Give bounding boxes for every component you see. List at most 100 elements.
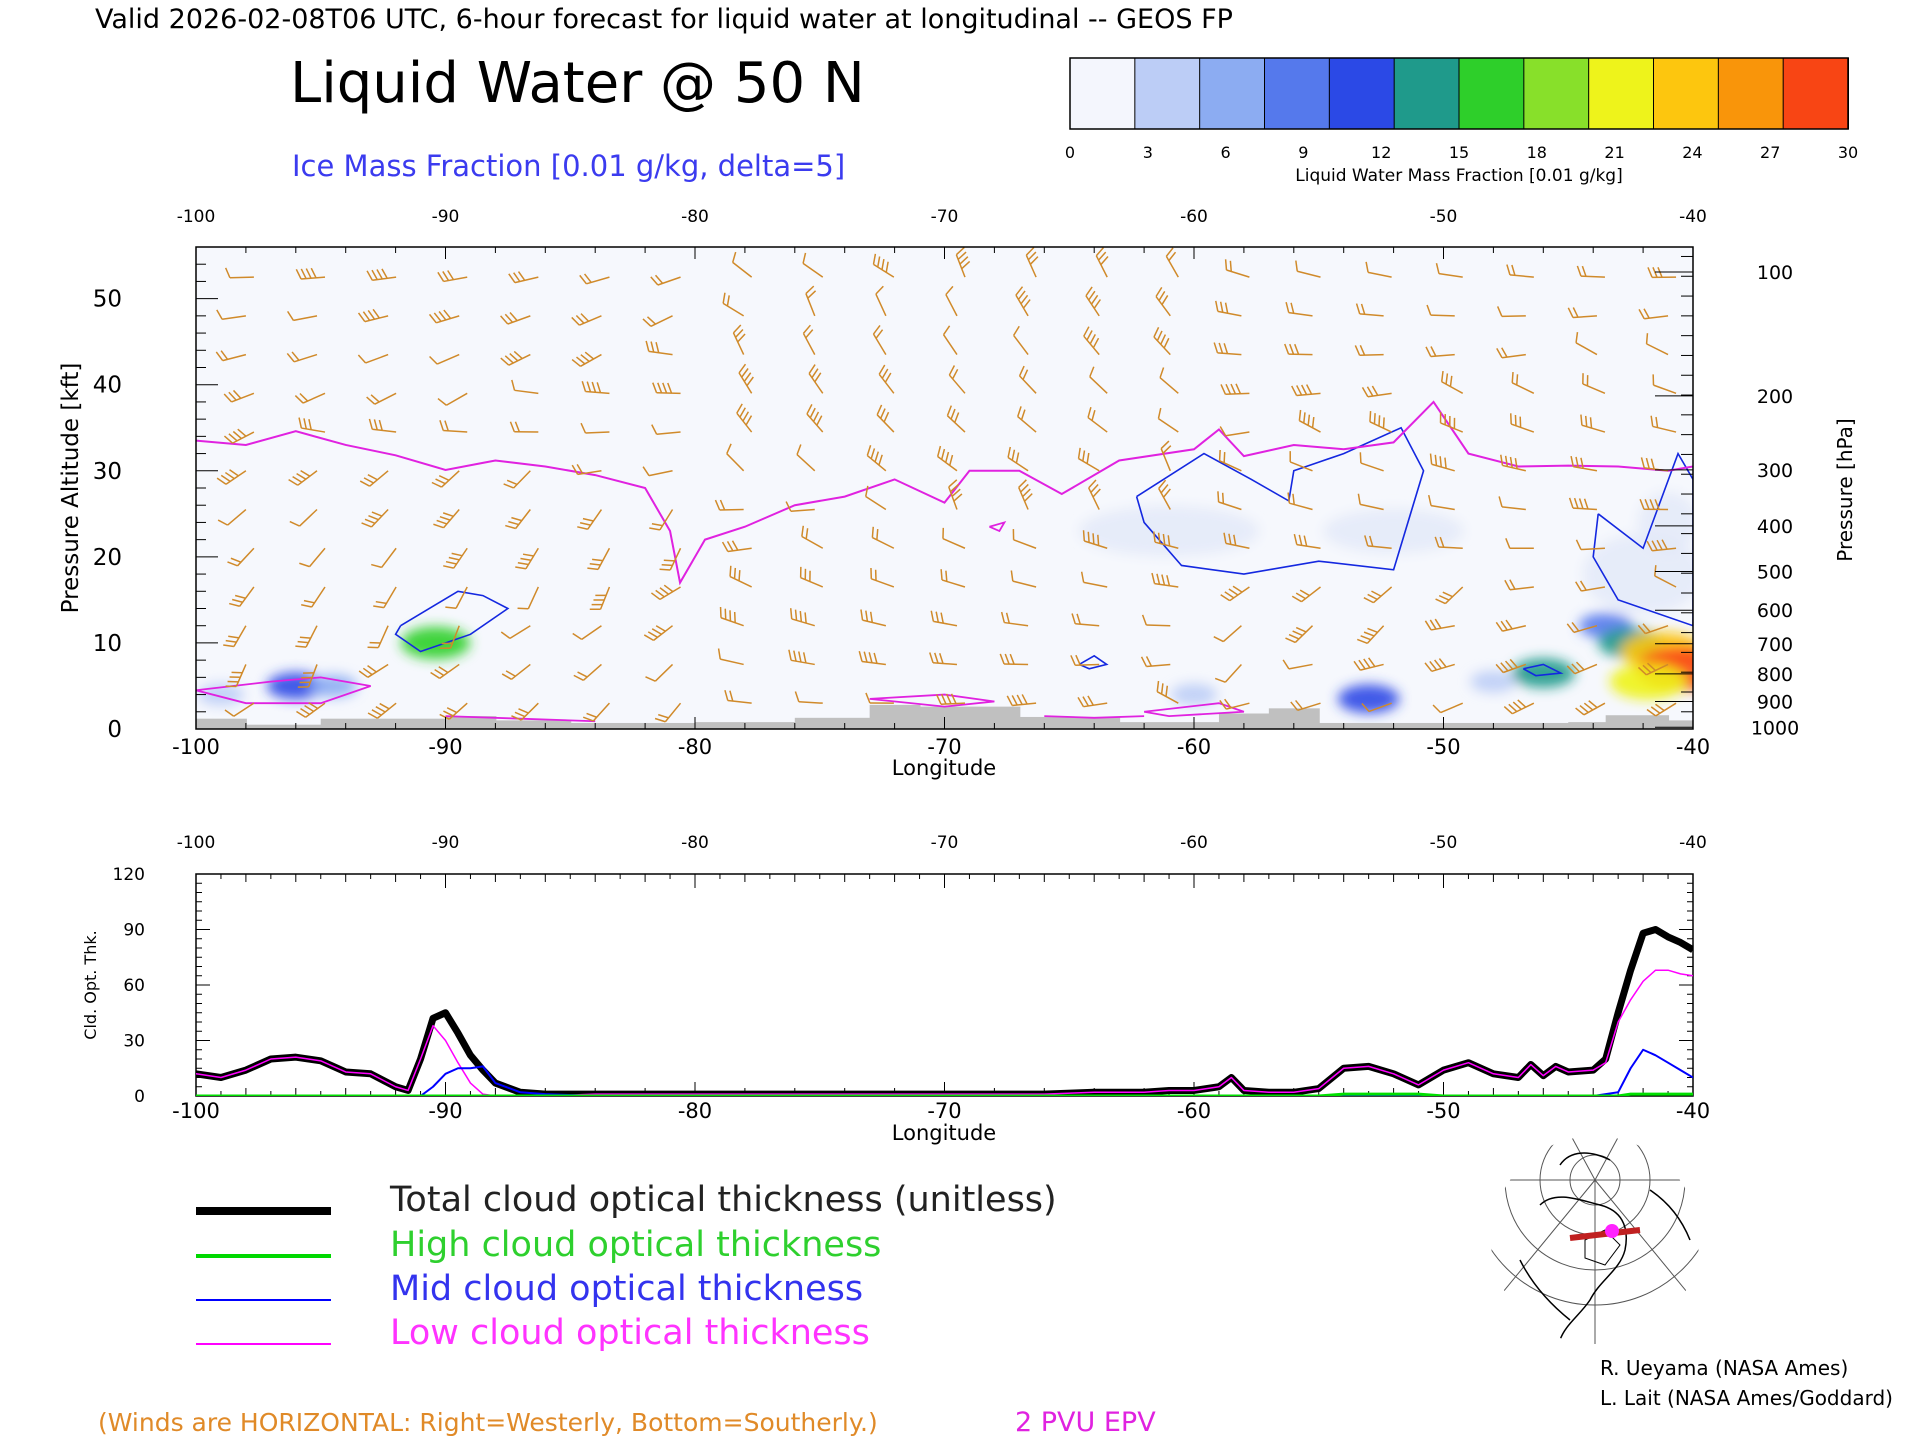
bottom-x-axis-label: Longitude [892, 1121, 996, 1145]
top-plot-y-tick: 40 [93, 373, 122, 399]
wind-barb [645, 663, 674, 682]
terrain [1119, 722, 1220, 729]
wind-barb [1440, 370, 1464, 394]
winds-note: (Winds are HORIZONTAL: Right=Westerly, B… [98, 1408, 878, 1437]
wind-barb [942, 527, 966, 549]
pressure-axis-label: Pressure [hPa] [1833, 418, 1857, 561]
wind-barb [1580, 414, 1606, 433]
wind-barb [654, 702, 682, 723]
wind-barb [515, 547, 539, 570]
wind-barb [651, 424, 681, 435]
colorbar-tick-label: 18 [1527, 143, 1547, 162]
wind-barb [1298, 409, 1321, 433]
wind-barb [1082, 530, 1108, 549]
wind-barb [216, 309, 247, 320]
liquid-water-patch [1609, 663, 1687, 700]
colorbar-tick-label: 27 [1760, 143, 1780, 162]
wind-barb [509, 421, 539, 433]
forecast-point-marker [1605, 1224, 1619, 1238]
wind-barb [1498, 496, 1526, 511]
wind-barb [1152, 531, 1179, 549]
liquid-water-patch [1511, 658, 1575, 688]
wind-barb [1284, 343, 1313, 356]
wind-barb [511, 379, 539, 395]
colorbar-swatch [1134, 57, 1201, 130]
wind-barb [731, 251, 753, 278]
terrain [245, 724, 322, 729]
wind-barb [443, 547, 468, 569]
wind-barb [1425, 346, 1455, 358]
ice-contour [1592, 451, 1693, 627]
wind-barb [294, 392, 326, 404]
terrain [570, 722, 696, 729]
wind-barb [587, 547, 611, 571]
wind-barb [1582, 373, 1606, 395]
wind-barb [223, 428, 255, 444]
wind-barb [286, 310, 318, 322]
wind-barb [1016, 406, 1037, 433]
bottom-plot-upper-x-tick: -90 [432, 833, 460, 853]
wind-barb [1285, 301, 1313, 317]
wind-barb [876, 404, 895, 433]
wind-barb [367, 625, 389, 649]
top-plot-upper-x-tick: -70 [931, 207, 959, 227]
wind-barb [295, 625, 318, 648]
top-plot-upper-x-tick: -90 [432, 207, 460, 227]
page-title: Liquid Water @ 50 N [290, 51, 865, 116]
wind-barb [366, 392, 397, 405]
wind-barb [503, 470, 531, 489]
top-y-axis-label: Pressure Altitude [kft] [58, 363, 84, 614]
legend: Total cloud optical thickness (unitless)… [196, 1180, 1057, 1353]
wind-barb [796, 444, 816, 472]
wind-barb [1576, 265, 1605, 278]
terrain [445, 716, 497, 729]
wind-barb [431, 470, 460, 488]
terrain [919, 706, 1021, 729]
wind-barb [430, 663, 460, 679]
wind-barb [1511, 372, 1535, 394]
wind-barb [1575, 580, 1606, 592]
wind-barb [1219, 426, 1250, 437]
bottom-plot-upper-x-tick: -70 [931, 833, 959, 853]
wind-barb [864, 485, 887, 511]
wind-barb [359, 470, 389, 487]
colorbar-tick-label: 15 [1449, 143, 1469, 162]
wind-barb [1435, 262, 1463, 278]
wind-barb [930, 610, 958, 627]
wind-barb [580, 422, 610, 434]
terrain [320, 718, 447, 729]
top-plot-y-tick: 10 [93, 631, 122, 657]
pv-contour [989, 520, 1007, 533]
wind-barb [1141, 614, 1171, 627]
wind-barb [1224, 259, 1250, 278]
wind-barb [1077, 447, 1100, 472]
pv-contour [196, 676, 371, 705]
wind-barb [445, 586, 468, 609]
wind-barb [1575, 539, 1605, 551]
wind-barb [571, 464, 602, 476]
ice-contour [1078, 654, 1109, 670]
wind-barb [224, 267, 254, 279]
top-plot-x-tick: -50 [1426, 735, 1460, 759]
wind-barb [1353, 657, 1384, 671]
wind-barb [1503, 699, 1535, 715]
wind-barb [799, 566, 824, 588]
wind-barb [1427, 494, 1455, 511]
wind-barb [1363, 586, 1393, 604]
wind-barb [1638, 308, 1669, 320]
wind-barb [577, 509, 603, 530]
wind-barb [1566, 622, 1598, 634]
wind-barb [517, 586, 540, 610]
colorbar-tick-label: 12 [1371, 143, 1391, 162]
cross-section-track [1569, 1227, 1641, 1241]
wind-barb [227, 547, 255, 567]
bottom-plot-upper-x-tick: -50 [1430, 833, 1458, 853]
wind-barb [1359, 452, 1384, 472]
top-plot-upper-x-tick: -40 [1679, 207, 1707, 227]
wind-barb [806, 404, 824, 433]
wind-barb [1566, 661, 1598, 675]
liquid-water-patch [400, 626, 471, 660]
wind-barb [645, 340, 673, 356]
colorbar-swatch [1199, 57, 1266, 130]
wind-barb [1007, 446, 1029, 472]
